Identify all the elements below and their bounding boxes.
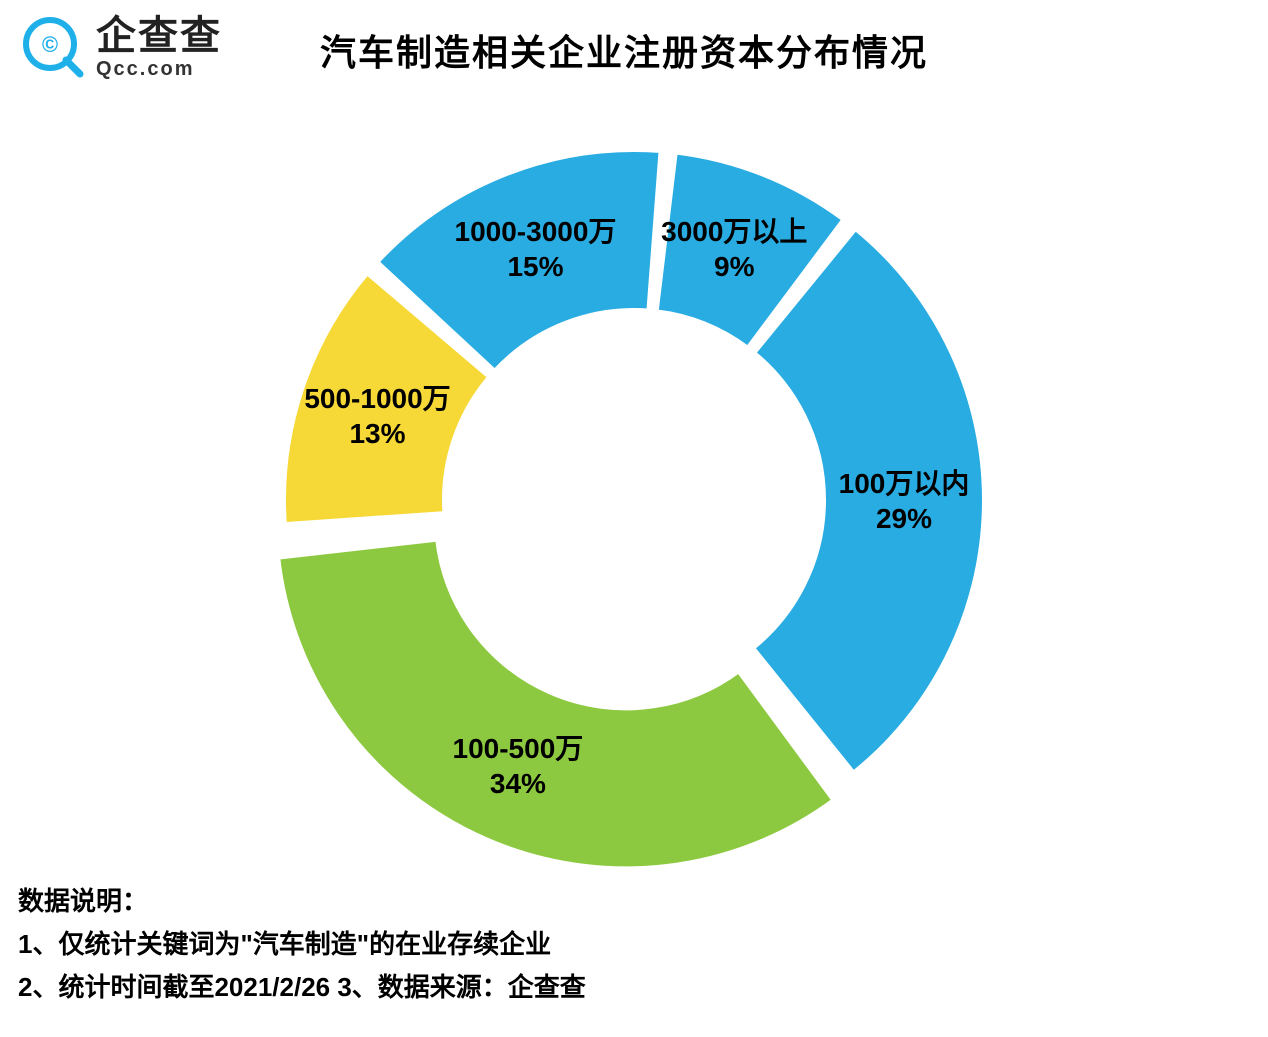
logo-mark-icon: © [18,12,88,82]
slice-label: 100-500万34% [453,731,584,801]
chart-title: 汽车制造相关企业注册资本分布情况 [320,24,928,76]
slice-label: 100万以内29% [839,466,970,536]
slice-label: 3000万以上9% [661,214,807,284]
donut-slice [278,540,833,869]
data-notes: 数据说明： 1、仅统计关键词为"汽车制造"的在业存续企业 2、统计时间截至202… [18,880,586,1009]
svg-text:©: © [42,32,58,57]
donut-chart: 100万以内29% 100-500万34% 500-1000万13% 1000-300… [234,100,1034,900]
slice-label: 500-1000万13% [304,381,450,451]
notes-heading: 数据说明： [18,880,586,923]
logo-cn: 企查查 [96,14,222,58]
logo-text: 企查查 Qcc.com [96,14,222,80]
notes-line-2: 2、统计时间截至2021/2/26 3、数据来源：企查查 [18,966,586,1009]
slice-label: 1000-3000万15% [455,214,617,284]
logo-en: Qcc.com [96,58,222,80]
brand-logo: © 企查查 Qcc.com [18,12,222,82]
notes-line-1: 1、仅统计关键词为"汽车制造"的在业存续企业 [18,923,586,966]
